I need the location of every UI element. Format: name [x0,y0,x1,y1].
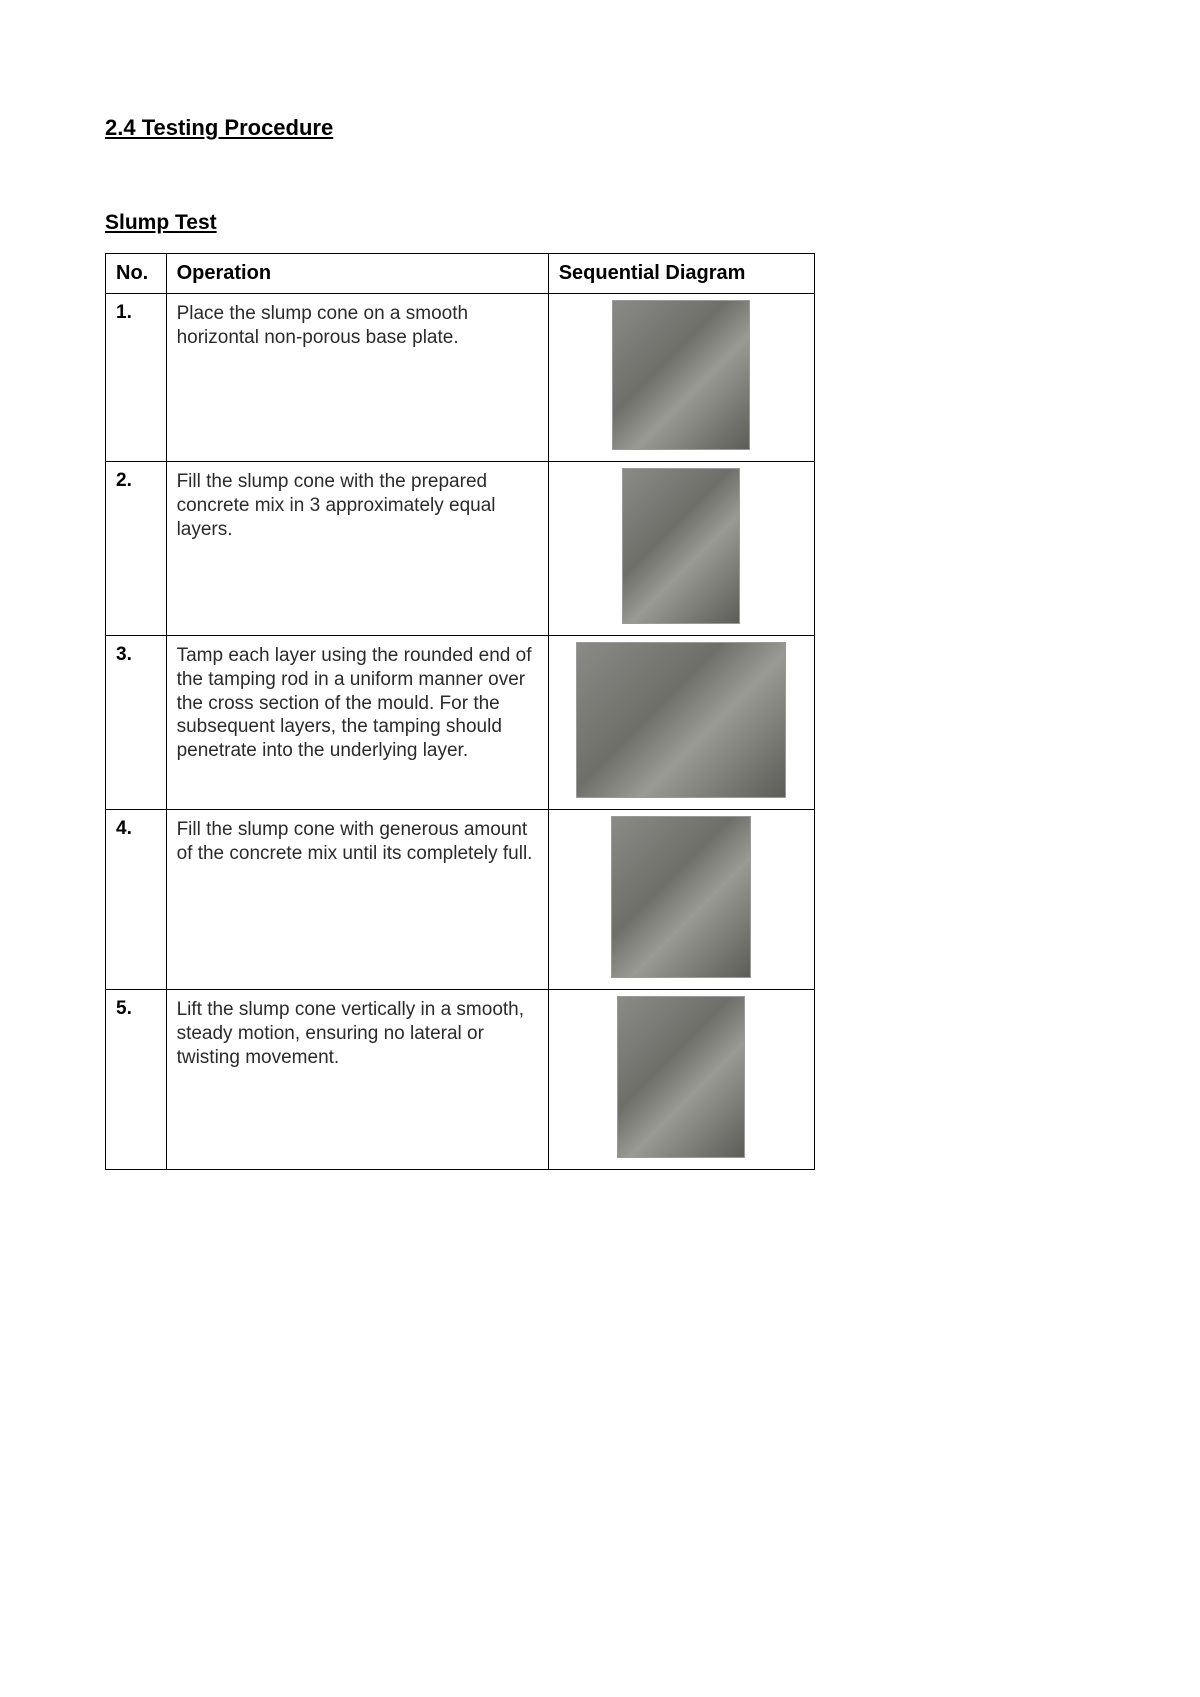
cell-operation: Fill the slump cone with the prepared co… [166,462,548,636]
col-header-diagram: Sequential Diagram [548,254,814,294]
cell-diagram [548,294,814,462]
col-header-operation: Operation [166,254,548,294]
cell-diagram [548,990,814,1170]
cell-operation: Place the slump cone on a smooth horizon… [166,294,548,462]
table-row: 5. Lift the slump cone vertically in a s… [106,990,815,1170]
cell-no: 3. [106,636,167,810]
document-page: 2.4 Testing Procedure Slump Test No. Ope… [0,0,1200,1697]
procedure-table: No. Operation Sequential Diagram 1. Plac… [105,253,815,1170]
col-header-no: No. [106,254,167,294]
diagram-image-icon [617,996,745,1158]
section-heading: 2.4 Testing Procedure [105,115,1095,141]
cell-diagram [548,810,814,990]
table-header-row: No. Operation Sequential Diagram [106,254,815,294]
table-row: 4. Fill the slump cone with generous amo… [106,810,815,990]
cell-no: 1. [106,294,167,462]
cell-diagram [548,462,814,636]
cell-no: 2. [106,462,167,636]
diagram-image-icon [622,468,740,624]
diagram-image-icon [611,816,751,978]
cell-operation: Tamp each layer using the rounded end of… [166,636,548,810]
cell-operation: Fill the slump cone with generous amount… [166,810,548,990]
cell-no: 5. [106,990,167,1170]
diagram-image-icon [576,642,786,798]
cell-no: 4. [106,810,167,990]
cell-operation: Lift the slump cone vertically in a smoo… [166,990,548,1170]
cell-diagram [548,636,814,810]
table-row: 1. Place the slump cone on a smooth hori… [106,294,815,462]
table-row: 3. Tamp each layer using the rounded end… [106,636,815,810]
diagram-image-icon [612,300,750,450]
table-row: 2. Fill the slump cone with the prepared… [106,462,815,636]
subheading-slump-test: Slump Test [105,211,1095,235]
